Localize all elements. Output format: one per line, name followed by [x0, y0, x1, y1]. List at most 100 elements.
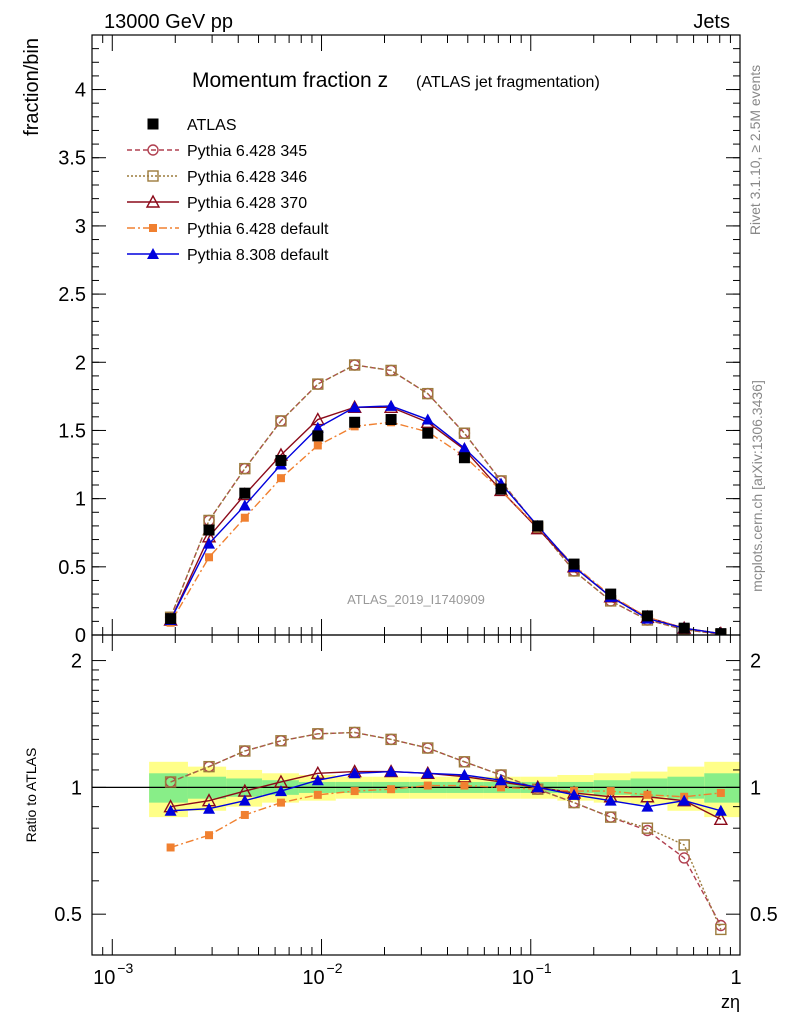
legend-marker	[147, 248, 159, 259]
data-point	[348, 359, 361, 371]
data-point	[604, 811, 617, 823]
data-point	[350, 787, 359, 796]
data-point	[240, 513, 249, 522]
legend: ATLAS Pythia 6.428 345 Pythia 6.428 346 Pyt…	[127, 117, 329, 264]
main-series-atlas	[165, 414, 727, 635]
data-point	[495, 774, 508, 786]
data-point	[275, 454, 287, 466]
x-axis-label: zη	[721, 992, 740, 1012]
data-point	[240, 810, 249, 819]
data-point	[678, 794, 691, 806]
data-point	[385, 399, 398, 411]
data-point	[604, 811, 617, 823]
legend-label: Pythia 6.428 345	[187, 143, 307, 160]
data-point	[714, 804, 727, 816]
data-point	[606, 787, 615, 796]
data-point	[422, 427, 434, 439]
y-tick-label: 3.5	[58, 148, 86, 170]
y-tick-label: 2	[71, 651, 82, 673]
data-point	[568, 788, 581, 800]
series-line	[170, 731, 722, 926]
data-point	[311, 421, 324, 433]
rivet-label: Rivet 3.1.10, ≥ 2.5M events	[747, 65, 763, 235]
data-point	[568, 558, 580, 570]
series-line	[169, 364, 721, 635]
ratio-series-pythia-6-428-346	[164, 726, 727, 936]
data-point	[311, 774, 324, 786]
x-tick-base: 10	[93, 967, 115, 989]
data-point	[312, 728, 324, 740]
chart-title-main: Momentum fraction z	[192, 69, 388, 92]
x-tick-label: 1	[730, 967, 741, 989]
data-point	[239, 487, 251, 499]
series-line	[169, 364, 721, 635]
data-point	[239, 745, 251, 757]
data-point	[423, 781, 432, 790]
data-point	[641, 610, 653, 622]
energy-label: 13000 GeV pp	[104, 11, 233, 33]
legend-marker	[149, 224, 157, 232]
legend-marker	[147, 118, 159, 130]
data-point	[348, 767, 361, 779]
y-axis-label-main: fraction/bin	[21, 38, 43, 136]
series-line	[170, 731, 722, 930]
data-point	[205, 553, 214, 562]
y-tick-label: 3	[75, 216, 86, 238]
ratio-frame	[91, 634, 741, 956]
data-point	[458, 768, 471, 780]
data-point	[678, 839, 690, 851]
series-line	[170, 421, 721, 635]
data-point	[641, 800, 654, 812]
data-point	[313, 441, 322, 450]
y-tick-label-right: 2	[750, 651, 761, 673]
data-point	[276, 798, 285, 807]
legend-label: Pythia 8.308 default	[187, 247, 329, 264]
x-tick-exponent: −2	[327, 960, 343, 976]
data-point	[275, 735, 287, 747]
data-point	[205, 831, 214, 840]
data-point	[458, 756, 471, 768]
legend-label: Pythia 6.428 370	[187, 195, 307, 212]
x-tick-exponent: −1	[536, 960, 552, 976]
y-tick-label: 2	[75, 352, 86, 374]
data-point	[348, 401, 361, 413]
data-point	[715, 628, 727, 635]
data-point	[275, 415, 287, 427]
data-point	[166, 843, 175, 852]
legend-item: Pythia 8.308 default	[127, 247, 329, 264]
y-axis-label-ratio: Ratio to ATLAS	[23, 748, 39, 843]
data-point	[203, 524, 215, 536]
series-line	[170, 770, 722, 820]
data-point	[349, 416, 361, 428]
x-tick-base: 10	[302, 967, 324, 989]
series-line	[169, 405, 721, 635]
y-tick-label: 2.5	[58, 284, 86, 306]
data-point	[422, 742, 434, 754]
data-point	[716, 788, 725, 797]
x-tick-base: 1	[730, 967, 741, 989]
data-point	[532, 520, 544, 532]
y-tick-label: 4	[75, 80, 86, 102]
data-point	[641, 822, 654, 834]
data-point	[715, 923, 727, 936]
data-point	[678, 622, 690, 634]
data-point	[678, 852, 690, 864]
data-point	[385, 765, 398, 777]
data-point	[460, 781, 469, 790]
data-point	[312, 430, 324, 442]
watermark: ATLAS_2019_I1740909	[347, 592, 485, 607]
legend-marker	[145, 194, 161, 208]
data-point	[643, 790, 652, 799]
data-point	[239, 462, 251, 475]
ratio-panel: 0.5 0.51 12 210 −3 10 −2 10 −1 1	[54, 634, 778, 989]
data-point	[164, 804, 177, 816]
data-point	[385, 733, 397, 746]
data-point	[458, 427, 471, 439]
series-line	[170, 770, 722, 812]
data-point	[203, 802, 216, 814]
category-label: Jets	[693, 11, 730, 33]
x-tick-base: 10	[512, 967, 534, 989]
data-point	[605, 588, 617, 600]
legend-label: Pythia 6.428 default	[187, 221, 329, 238]
